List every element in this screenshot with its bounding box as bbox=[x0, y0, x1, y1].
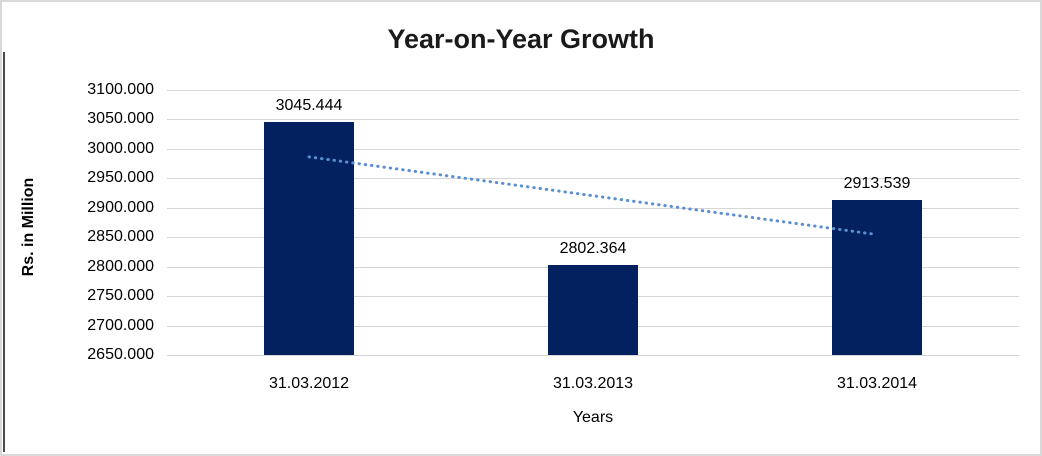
data-label: 3045.444 bbox=[275, 97, 343, 115]
gridline bbox=[167, 355, 1019, 356]
y-tick-label: 2700.000 bbox=[87, 316, 154, 334]
left-edge-line bbox=[3, 52, 5, 452]
y-tick-label: 2900.000 bbox=[87, 198, 154, 216]
gridline bbox=[167, 90, 1019, 91]
y-axis-title: Rs. in Million bbox=[20, 177, 37, 277]
gridline bbox=[167, 148, 1019, 150]
x-tick-label: 31.03.2012 bbox=[268, 375, 350, 392]
bar bbox=[832, 199, 922, 355]
y-tick-label: 2950.000 bbox=[87, 169, 154, 187]
x-tick-label: 31.03.2014 bbox=[836, 375, 918, 392]
y-tick-label: 3050.000 bbox=[87, 110, 154, 128]
bar bbox=[264, 122, 354, 355]
y-tick-label: 3000.000 bbox=[87, 139, 154, 157]
y-tick-label: 2750.000 bbox=[87, 287, 154, 305]
x-axis-title: Years bbox=[572, 409, 614, 426]
bar bbox=[548, 265, 638, 355]
chart-title: Year-on-Year Growth bbox=[387, 24, 655, 54]
y-tick-label: 2800.000 bbox=[87, 257, 154, 275]
x-tick-label: 31.03.2013 bbox=[552, 375, 634, 392]
gridline bbox=[167, 237, 1019, 239]
gridline bbox=[167, 119, 1019, 121]
y-tick-label: 2850.000 bbox=[87, 228, 154, 246]
y-tick-label: 3100.000 bbox=[87, 81, 154, 98]
data-label: 2802.364 bbox=[559, 240, 627, 258]
data-label: 2913.539 bbox=[843, 174, 911, 192]
y-tick-label: 2650.000 bbox=[87, 346, 154, 363]
plot-area bbox=[167, 90, 1019, 356]
